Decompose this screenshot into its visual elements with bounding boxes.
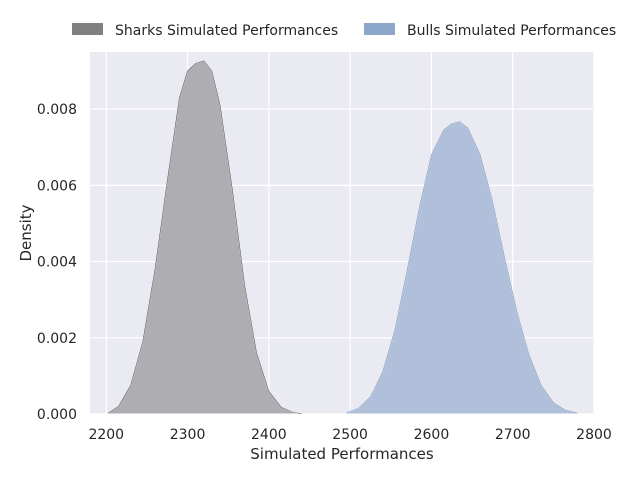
- x-tick-label: 2200: [88, 427, 124, 443]
- x-axis-label: Simulated Performances: [250, 445, 434, 463]
- series-layer: [107, 60, 579, 415]
- x-tick-label: 2300: [170, 427, 206, 443]
- y-tick-label: 0.006: [37, 178, 77, 194]
- x-tick-label: 2800: [576, 427, 612, 443]
- x-tick-label: 2500: [332, 427, 368, 443]
- y-axis-label: Density: [17, 204, 35, 261]
- legend-label-sharks: Sharks Simulated Performances: [115, 23, 338, 39]
- y-tick-label: 0.004: [37, 255, 77, 271]
- x-tick-label: 2700: [495, 427, 531, 443]
- y-tick-label: 0.000: [37, 407, 77, 423]
- density-line-bulls: [345, 121, 578, 414]
- x-tick-label: 2400: [251, 427, 287, 443]
- legend-swatch-sharks: [72, 23, 103, 35]
- y-tick-label: 0.002: [37, 331, 77, 347]
- density-line-sharks: [107, 60, 302, 414]
- y-tick-label: 0.008: [37, 102, 77, 118]
- x-tick-label: 2600: [414, 427, 450, 443]
- legend: Sharks Simulated Performances Bulls Simul…: [72, 23, 616, 39]
- legend-swatch-bulls: [364, 23, 395, 35]
- y-tick-labels: 0.000 0.002 0.004 0.006 0.008: [37, 102, 77, 423]
- x-tick-labels: 2200 2300 2400 2500 2600 2700 2800: [88, 427, 611, 443]
- legend-label-bulls: Bulls Simulated Performances: [407, 23, 616, 39]
